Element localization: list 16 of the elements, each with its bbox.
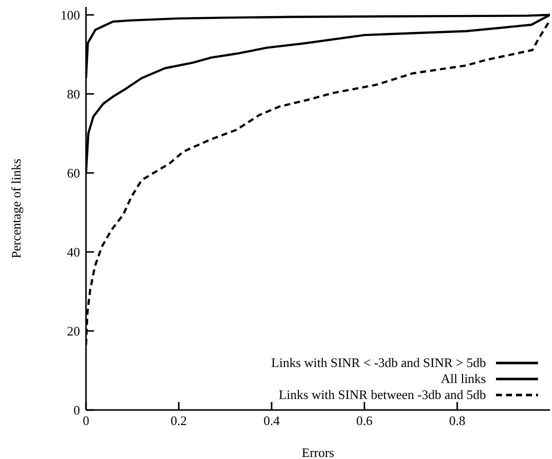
x-tick-label: 0.2	[170, 413, 187, 428]
y-tick-label: 80	[67, 86, 80, 102]
x-tick-label: 0.8	[449, 413, 466, 428]
y-tick-label: 40	[67, 244, 80, 260]
y-tick-label: 60	[67, 166, 80, 181]
x-tick-label: 0.6	[356, 413, 374, 428]
y-tick-label: 100	[60, 8, 80, 23]
x-tick-label: 0.4	[263, 413, 280, 428]
y-tick-label: 0	[74, 402, 80, 418]
x-tick-label: 0	[82, 413, 90, 428]
x-axis-title: Errors	[302, 445, 334, 459]
y-tick-label: 20	[67, 324, 80, 339]
legend-label: All links	[440, 371, 486, 387]
legend-label: Links with SINR < -3db and SINR > 5db	[271, 355, 486, 371]
y-axis-title: Percentage of links	[8, 158, 24, 258]
legend-label: Links with SINR between -3db and 5db	[278, 387, 486, 403]
